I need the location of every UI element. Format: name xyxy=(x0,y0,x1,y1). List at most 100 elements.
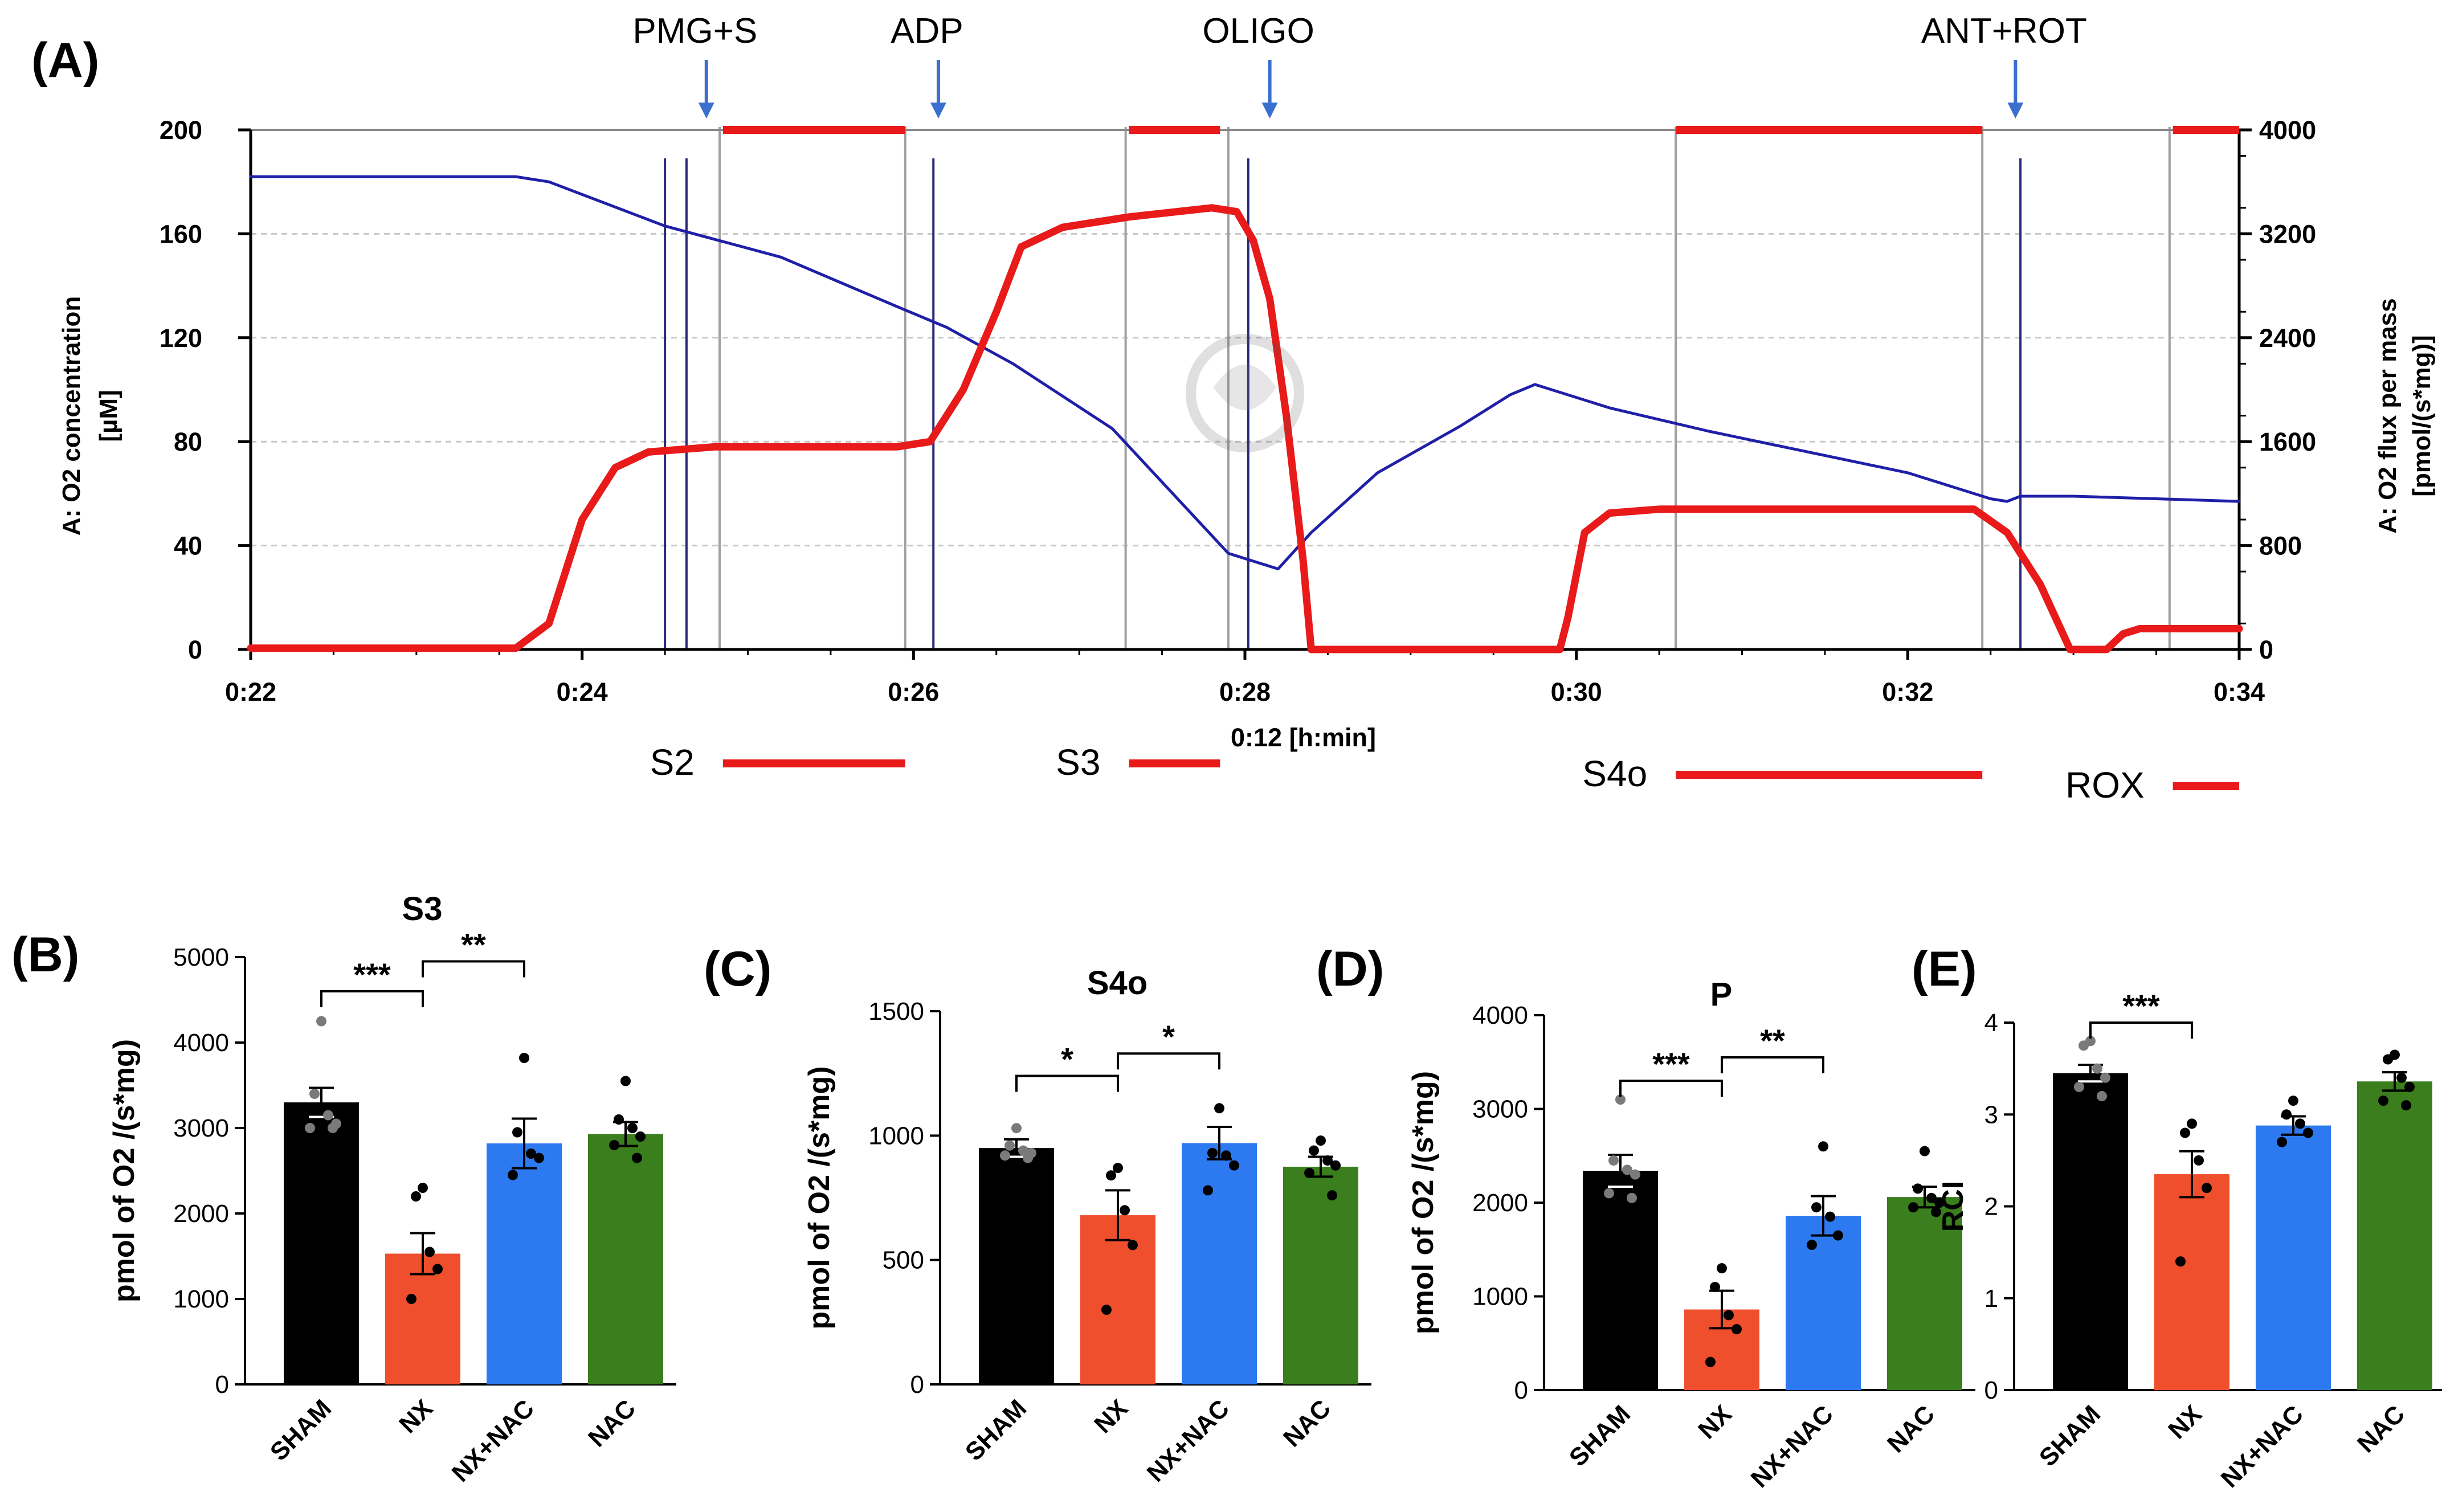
bar-nx-nac xyxy=(2256,1125,2331,1390)
significance-bracket xyxy=(1619,1080,1723,1097)
bar-sham xyxy=(1583,1171,1658,1390)
bar-sham xyxy=(979,1148,1054,1384)
data-point xyxy=(2295,1118,2305,1129)
injection-label: OLIGO xyxy=(1202,11,1314,51)
injection-label: PMG+S xyxy=(632,11,757,51)
bar-nx xyxy=(385,1253,460,1384)
data-point xyxy=(323,1110,333,1121)
data-point xyxy=(2187,1118,2197,1129)
category-label: NX xyxy=(2163,1400,2207,1444)
x-tick-label: 0:22 xyxy=(225,677,276,706)
data-point xyxy=(2180,1127,2190,1138)
y-tick-label: 0 xyxy=(1514,1376,1528,1404)
y-tick-label: 5000 xyxy=(173,943,229,971)
data-point xyxy=(508,1170,518,1180)
o2-concentration-line xyxy=(249,175,2241,571)
left-tick-label: 160 xyxy=(160,219,202,248)
injection-label: ANT+ROT xyxy=(1921,11,2087,51)
significance-label: ** xyxy=(1760,1023,1785,1059)
data-point xyxy=(2097,1091,2107,1101)
y-tick-label: 1 xyxy=(1984,1285,1998,1313)
significance-bracket xyxy=(2089,1021,2193,1039)
data-point xyxy=(1011,1123,1022,1134)
panel-a-left-axis-title: A: O2 concentration xyxy=(58,296,85,536)
bar-chart-title: S3 xyxy=(402,890,443,927)
bar-chart-title: P xyxy=(1710,976,1733,1013)
category-label: NAC xyxy=(1278,1394,1336,1452)
x-tick-label: 0:34 xyxy=(2214,677,2265,706)
data-point xyxy=(1811,1202,1822,1213)
right-tick-label: 4000 xyxy=(2259,116,2316,145)
left-tick-label: 0 xyxy=(188,635,202,664)
data-point xyxy=(1926,1192,1937,1203)
data-point xyxy=(2100,1072,2110,1083)
bar-nac xyxy=(1887,1197,1962,1390)
data-point xyxy=(2288,1096,2298,1106)
y-tick-label: 3000 xyxy=(173,1114,229,1142)
data-point xyxy=(1327,1190,1337,1201)
data-point xyxy=(328,1123,338,1133)
panel-a-right-axis-unit: [pmol/(s*mg)] xyxy=(2408,335,2436,497)
right-tick-label: 3200 xyxy=(2259,219,2316,248)
data-point xyxy=(1608,1155,1619,1166)
data-point xyxy=(2401,1100,2411,1111)
data-point xyxy=(1214,1103,1224,1114)
oroboros-watermark-icon xyxy=(1186,334,1304,452)
y-tick-label: 1000 xyxy=(868,1122,924,1150)
y-tick-label: 3000 xyxy=(1472,1096,1528,1123)
bar-panel-c: (C) S4o 0 500 1000 1500 pmol of O2 /(s*mg) SHAM… xyxy=(704,942,1371,1488)
data-point xyxy=(2383,1054,2393,1065)
data-point xyxy=(1000,1150,1010,1161)
bar-nx xyxy=(1080,1215,1155,1384)
data-point xyxy=(1920,1146,1930,1157)
bar-panel-e: (E) 0 1 2 3 4 RCI SHAM NX NX+NAC NAC *** xyxy=(1912,942,2442,1493)
data-point xyxy=(1717,1263,1727,1274)
panel-a-right-axis-title: A: O2 flux per mass xyxy=(2374,298,2402,533)
panel-a-gridlines xyxy=(251,232,2239,547)
data-point xyxy=(2078,1040,2089,1051)
category-label: NX+NAC xyxy=(1746,1400,1839,1493)
data-point xyxy=(432,1264,443,1274)
data-point xyxy=(632,1153,642,1163)
bar-nx xyxy=(2154,1174,2229,1390)
data-point xyxy=(1128,1240,1138,1251)
data-point xyxy=(1120,1205,1130,1216)
data-point xyxy=(526,1149,536,1159)
bar-chart-title: S4o xyxy=(1087,965,1148,1002)
left-tick-label: 40 xyxy=(174,532,202,561)
data-point xyxy=(1615,1094,1626,1105)
panel-a-right-ticks: 0 800 1600 2400 3200 4000 xyxy=(2239,116,2316,664)
data-point xyxy=(1604,1188,1614,1199)
y-tick-label: 3 xyxy=(1984,1101,1998,1129)
y-tick-label: 500 xyxy=(883,1247,924,1274)
significance-bracket xyxy=(422,960,525,978)
y-tick-label: 1000 xyxy=(1472,1283,1528,1311)
y-tick-label: 2000 xyxy=(1472,1189,1528,1217)
y-tick-label: 0 xyxy=(1984,1376,1998,1404)
y-tick-label: 2000 xyxy=(173,1200,229,1228)
data-point xyxy=(1622,1164,1632,1175)
category-label: NX xyxy=(1693,1400,1737,1444)
category-label: NX xyxy=(394,1394,438,1439)
y-tick-label: 1000 xyxy=(173,1285,229,1313)
bar-nac xyxy=(588,1134,663,1384)
bar-nac xyxy=(1283,1166,1358,1384)
injection-arrow-head xyxy=(698,103,714,118)
data-point xyxy=(2378,1096,2388,1106)
data-point xyxy=(2396,1072,2407,1083)
data-point xyxy=(1705,1356,1716,1367)
significance-bracket xyxy=(1015,1074,1119,1092)
significance-bracket xyxy=(1721,1056,1824,1074)
significance-bracket xyxy=(1117,1052,1220,1070)
data-point xyxy=(512,1127,522,1138)
data-point xyxy=(411,1191,421,1202)
bar-panel-d: (D) P 0 1000 2000 3000 4000 pmol of O2 /(s*mg) S… xyxy=(1316,942,1975,1493)
data-point xyxy=(1724,1310,1734,1321)
data-point xyxy=(2303,1127,2313,1138)
significance-label: *** xyxy=(2122,988,2160,1024)
category-label: SHAM xyxy=(265,1394,337,1466)
injection-arrow-head xyxy=(930,103,946,118)
panel-label: (B) xyxy=(11,927,79,982)
